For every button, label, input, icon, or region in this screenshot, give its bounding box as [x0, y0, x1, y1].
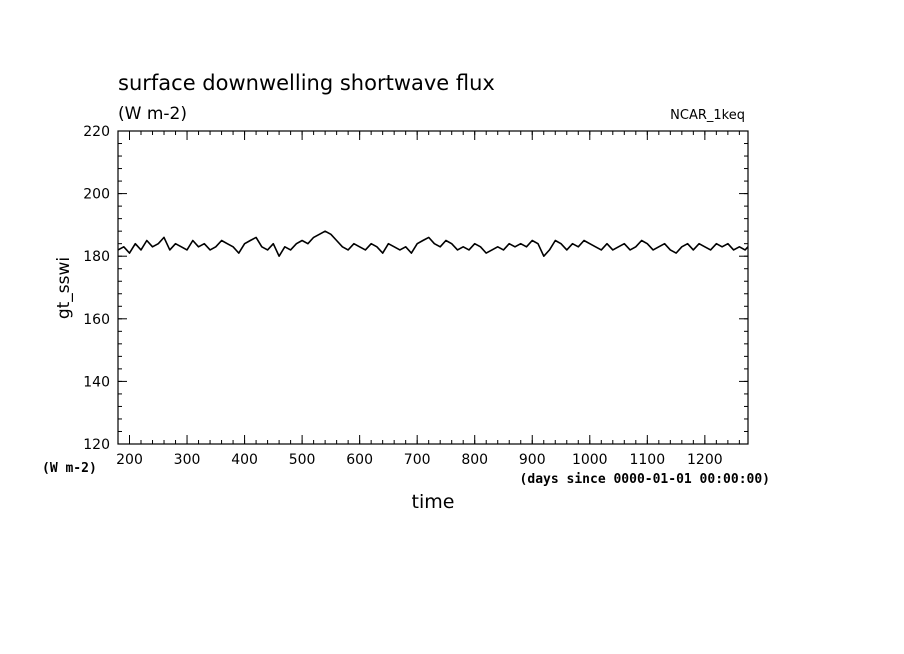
x-axis-label: time: [412, 491, 455, 513]
y-axis-ticks: 120 140 160 180 200 220: [83, 124, 748, 453]
x-tick-label-9: 1100: [629, 452, 665, 468]
y-tick-label-1: 140: [83, 374, 110, 390]
minor-ticks: [117, 130, 748, 445]
x-axis-units: (days since 0000-01-01 00:00:00): [520, 472, 770, 487]
x-axis-ticks: 200 300 400 500 600 700 800 900 1000 1100 1200: [116, 131, 723, 468]
x-tick-label-10: 1200: [687, 452, 723, 468]
chart-title: surface downwelling shortwave flux: [118, 71, 495, 95]
y-tick-label-5: 220: [83, 124, 110, 140]
y-tick-label-0: 120: [83, 437, 110, 453]
chart-subtitle: (W m-2): [118, 104, 187, 124]
x-tick-label-2: 400: [231, 452, 258, 468]
plot-frame: [117, 130, 749, 445]
y-tick-label-3: 180: [83, 249, 110, 265]
series-line-0: [117, 230, 749, 258]
x-tick-label-6: 800: [461, 452, 488, 468]
x-tick-label-5: 700: [404, 452, 431, 468]
x-tick-label-7: 900: [519, 452, 546, 468]
x-tick-label-3: 500: [289, 452, 316, 468]
y-tick-label-4: 200: [83, 187, 110, 203]
x-tick-label-0: 200: [116, 452, 143, 468]
y-axis-units: (W m-2): [42, 461, 97, 476]
x-tick-label-1: 300: [174, 452, 201, 468]
series-group: [117, 230, 749, 258]
y-tick-label-2: 160: [83, 312, 110, 328]
x-tick-label-8: 1000: [572, 452, 608, 468]
y-axis-label: gt_sswi: [54, 257, 74, 319]
source-label: NCAR_1keq: [670, 108, 745, 123]
x-tick-label-4: 600: [346, 452, 373, 468]
